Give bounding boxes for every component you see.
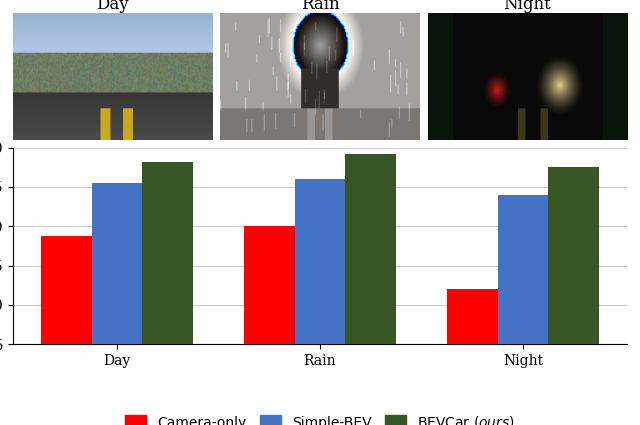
Bar: [548, 167, 599, 425]
Bar: [41, 236, 92, 425]
Bar: [294, 179, 346, 425]
Title: Rain: Rain: [301, 0, 339, 13]
Bar: [142, 162, 193, 425]
Bar: [447, 289, 498, 425]
Title: Night: Night: [504, 0, 551, 13]
Bar: [346, 154, 396, 425]
Bar: [92, 183, 142, 425]
Bar: [498, 195, 548, 425]
Legend: Camera-only, Simple-BEV, BEVCar ($\it{ours}$): Camera-only, Simple-BEV, BEVCar ($\it{ou…: [119, 408, 521, 425]
Title: Day: Day: [96, 0, 129, 13]
Bar: [244, 226, 294, 425]
